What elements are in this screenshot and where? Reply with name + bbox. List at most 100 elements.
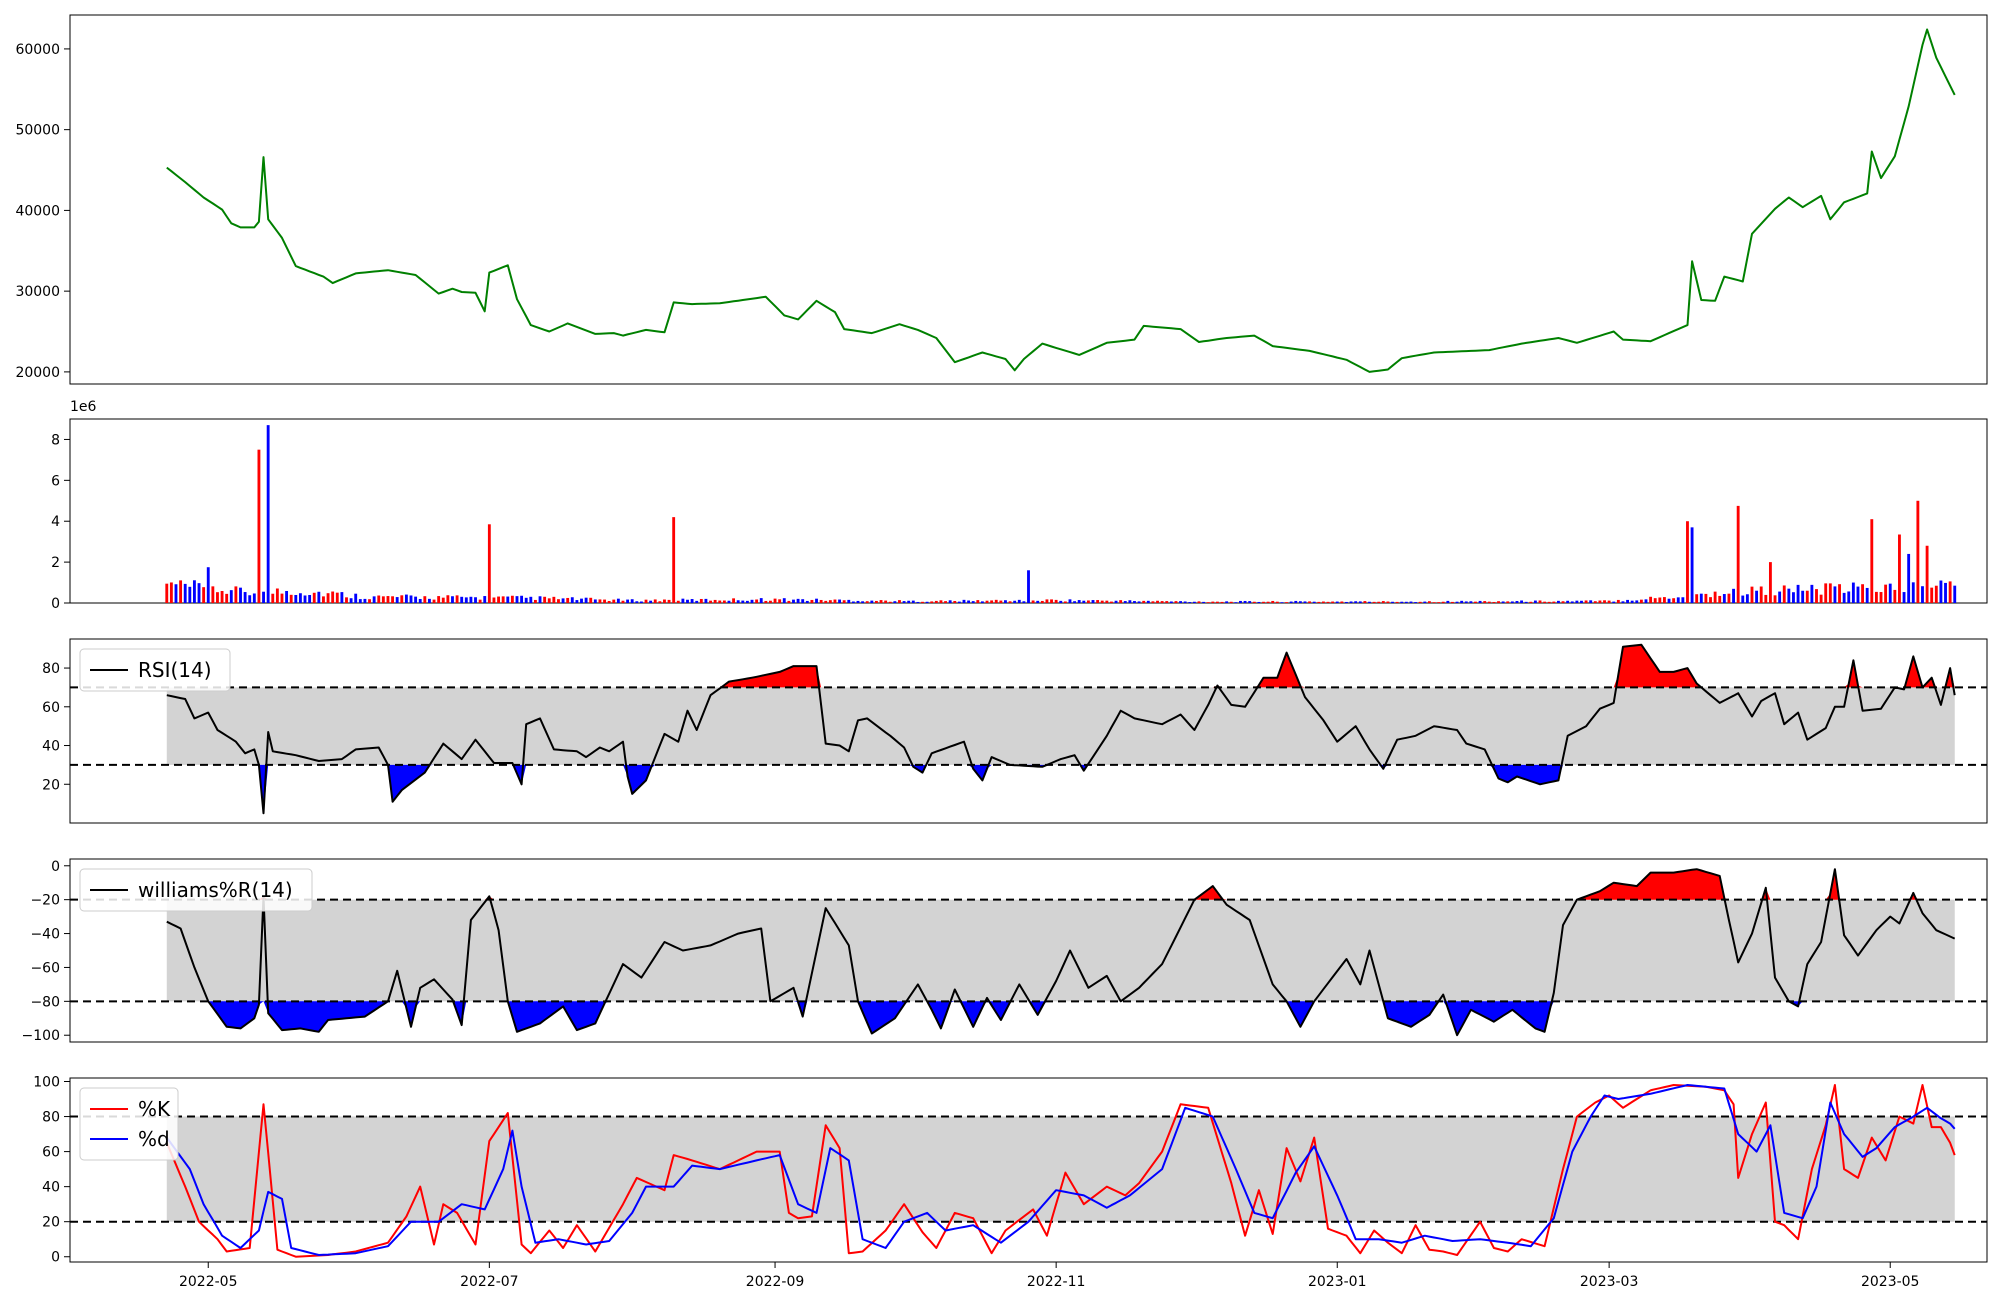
volume-bar xyxy=(1727,593,1731,603)
volume-bar xyxy=(1192,601,1196,603)
volume-bar xyxy=(460,596,464,603)
volume-bar xyxy=(796,598,800,603)
volume-bar xyxy=(441,597,445,603)
volume-bar xyxy=(1096,600,1100,603)
volume-bar xyxy=(1676,597,1680,603)
volume-bar xyxy=(1216,601,1219,603)
volume-bar xyxy=(838,599,841,603)
volume-bar xyxy=(1547,601,1551,603)
volume-bar xyxy=(1888,583,1892,603)
x-date-tick-label: 2022-11 xyxy=(1027,1274,1086,1290)
volume-bar xyxy=(192,580,196,603)
volume-bar xyxy=(1156,600,1159,603)
volume-bar xyxy=(750,599,754,603)
volume-bar xyxy=(1040,600,1044,603)
volume-bar xyxy=(1718,595,1722,603)
volume-bar xyxy=(626,599,630,603)
volume-bar xyxy=(1372,601,1376,603)
volume-bar xyxy=(1474,601,1477,603)
volume-bar xyxy=(773,598,777,603)
volume-bar xyxy=(907,600,911,603)
volume-bar xyxy=(1543,601,1547,603)
volume-bar xyxy=(589,597,593,603)
volume-bar xyxy=(202,587,206,603)
volume-bar xyxy=(322,596,325,603)
rsi-line xyxy=(166,643,1956,815)
volume-bar xyxy=(1289,601,1293,603)
volume-bar xyxy=(967,600,971,603)
volume-bar xyxy=(1252,601,1256,603)
volume-bar xyxy=(289,594,293,603)
volume-bar xyxy=(1884,584,1888,603)
volume-bar xyxy=(455,595,459,603)
volume-bar xyxy=(1598,600,1602,603)
volume-bar xyxy=(1206,602,1210,603)
volume-bar xyxy=(718,600,722,603)
volume-bar xyxy=(607,600,611,603)
volume-bar xyxy=(1815,589,1818,603)
legend-box xyxy=(79,868,313,912)
volume-bar xyxy=(1510,601,1514,603)
volume-bar xyxy=(1229,601,1233,603)
volume-bar xyxy=(861,601,865,603)
volume-bar xyxy=(1409,601,1413,603)
volume-bar xyxy=(1391,601,1394,603)
volume-bar xyxy=(1529,601,1533,603)
volume-bar xyxy=(898,600,901,603)
volume-bar xyxy=(1686,521,1689,603)
volume-bar xyxy=(391,596,395,603)
volume-bar xyxy=(1045,599,1049,603)
price-ytick-label: 20000 xyxy=(15,365,60,381)
volume-bar xyxy=(1202,601,1206,603)
volume-bar xyxy=(1538,600,1542,603)
volume-bar xyxy=(372,596,376,603)
volume-bar xyxy=(1027,570,1030,603)
volume-bar xyxy=(1437,602,1441,603)
volume-bar xyxy=(1054,599,1058,603)
volume-bar xyxy=(1483,601,1487,603)
volume-bar xyxy=(1934,585,1938,603)
volume-bar xyxy=(257,449,261,603)
volume-bar xyxy=(663,599,666,603)
volume-bar xyxy=(1653,598,1657,603)
volume-bar xyxy=(437,596,441,603)
volume-bar xyxy=(1925,545,1929,603)
volume-bar xyxy=(1197,601,1201,603)
volume-bar xyxy=(1759,586,1763,603)
x-date-tick-label: 2022-05 xyxy=(179,1274,238,1290)
volume-bar xyxy=(962,599,966,603)
volume-bar xyxy=(428,598,431,603)
volume-bar xyxy=(699,598,703,603)
volume-bar xyxy=(1418,601,1422,603)
volume-bar xyxy=(248,595,252,603)
volume-bar xyxy=(1165,601,1169,603)
rsi-ytick-label: 80 xyxy=(42,661,60,677)
volume-bar xyxy=(345,597,348,603)
volume-bar xyxy=(1741,595,1745,603)
volume-bar xyxy=(985,600,989,603)
rsi-ytick-label: 60 xyxy=(42,700,60,716)
volume-bar xyxy=(368,599,371,603)
volume-bar xyxy=(1515,601,1519,603)
volume-bar xyxy=(1584,600,1588,603)
volume-bar xyxy=(990,600,994,603)
volume-bar xyxy=(1262,601,1265,603)
volume-bar xyxy=(1589,600,1593,603)
volume-bar xyxy=(1133,601,1136,603)
volume-bar xyxy=(1331,601,1335,603)
volume-bar xyxy=(1059,600,1063,603)
volume-bar xyxy=(1552,601,1556,603)
volume-bar xyxy=(165,583,169,603)
volume-ytick-label: 2 xyxy=(51,555,60,571)
stoch-ytick-label: 20 xyxy=(42,1215,60,1231)
volume-bar xyxy=(1644,599,1648,603)
volume-bar xyxy=(948,600,952,603)
volume-bar xyxy=(1455,601,1459,603)
volume-bar xyxy=(921,601,924,603)
volume-bar xyxy=(616,598,620,603)
volume-bar xyxy=(1662,597,1666,603)
x-date-tick-label: 2023-03 xyxy=(1580,1274,1639,1290)
williams-r-line xyxy=(166,868,1956,1037)
volume-bar xyxy=(713,599,717,603)
volume-bar xyxy=(1404,601,1408,603)
